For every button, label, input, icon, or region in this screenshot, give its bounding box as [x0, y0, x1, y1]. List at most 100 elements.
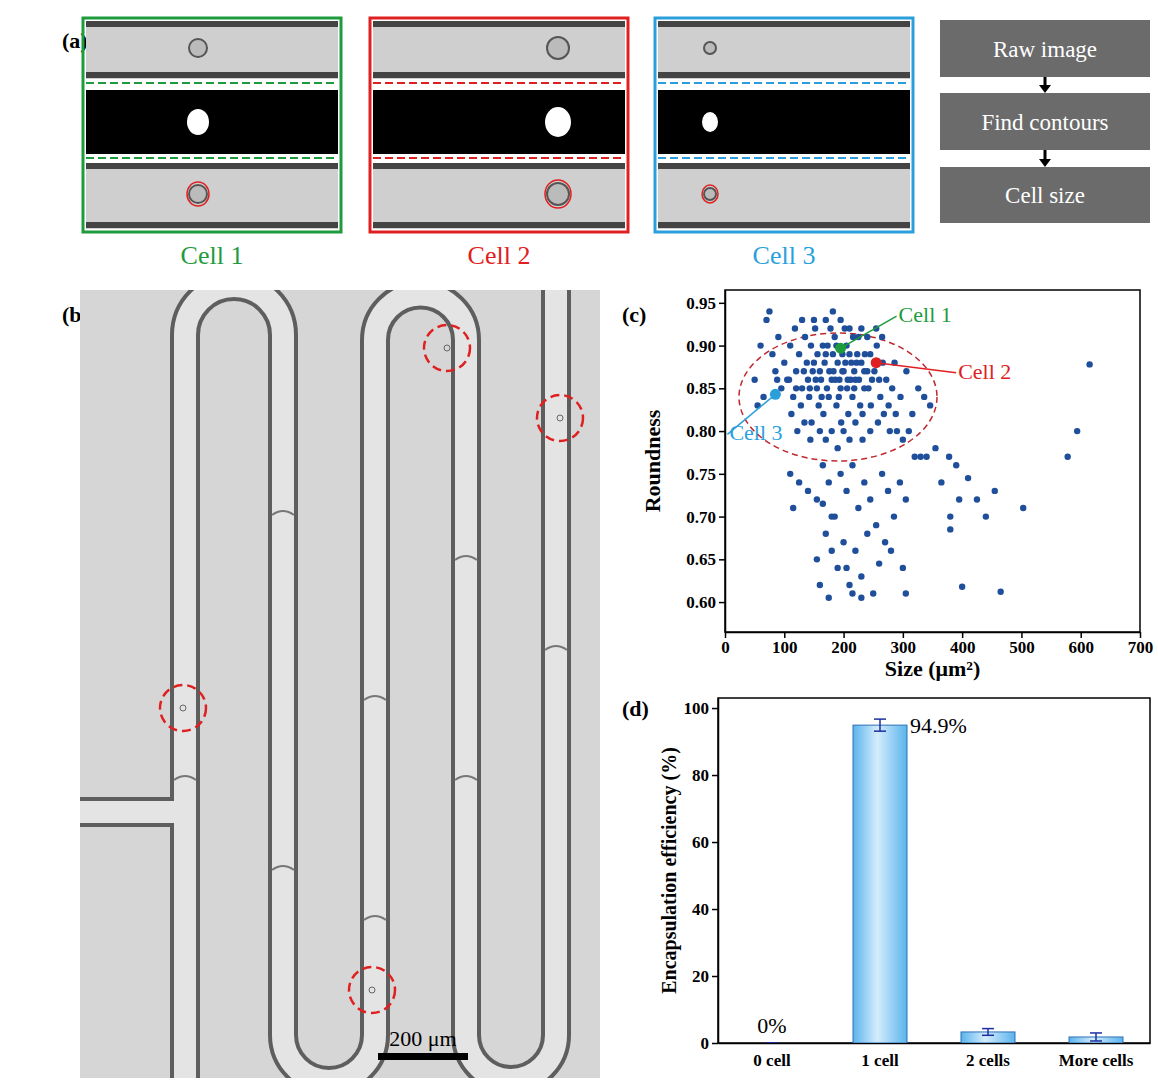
- y-axis-tick: 0.80: [686, 422, 725, 441]
- y-axis-tick: 0.85: [686, 379, 725, 398]
- bar: [745, 1043, 799, 1044]
- channel-wall: [658, 21, 910, 27]
- channel-wall: [373, 222, 625, 228]
- y-axis-tick-label: 0.95: [686, 294, 716, 313]
- scatter-point: [909, 411, 915, 417]
- annotation-label: Cell 1: [899, 302, 952, 327]
- annotation-leader: [876, 363, 956, 373]
- scatter-point: [830, 351, 836, 357]
- channel-wall: [373, 163, 625, 169]
- scatter-point: [818, 394, 824, 400]
- flow-box: [940, 93, 1150, 150]
- y-axis-tick: 100: [684, 699, 719, 718]
- scatter-point: [781, 359, 787, 365]
- cell-blob: [189, 185, 207, 203]
- droplet-interface: [364, 696, 386, 700]
- y-axis-tick-mark: [719, 388, 725, 390]
- y-axis-tick-label: 40: [692, 900, 709, 919]
- x-axis-tick: 400: [950, 632, 976, 657]
- scatter-point: [834, 359, 840, 365]
- channel-wall: [80, 797, 185, 827]
- channel-wall: [185, 290, 556, 1078]
- cell-contour: [702, 185, 718, 203]
- scatter-point: [801, 419, 807, 425]
- scatter-point: [826, 394, 832, 400]
- flow-arrowhead: [1039, 159, 1051, 167]
- annotations: Cell 1Cell 2Cell 3: [727, 302, 1011, 445]
- scatter-point: [801, 368, 807, 374]
- scatter-point: [889, 385, 895, 391]
- x-axis-tick: 200: [831, 632, 857, 657]
- scatter-point: [873, 522, 879, 528]
- scatter-point: [844, 385, 850, 391]
- y-axis-tick-mark: [719, 431, 725, 433]
- x-axis-tick-label: 500: [1009, 638, 1035, 657]
- cell-blob: [189, 39, 207, 57]
- y-axis-tick-mark: [712, 842, 718, 844]
- scatter-point: [997, 589, 1003, 595]
- scatter-point: [861, 479, 867, 485]
- cell-label: Cell 2: [468, 241, 531, 270]
- scatter-point: [814, 351, 820, 357]
- scatter-point: [827, 325, 833, 331]
- micrograph-background: [80, 290, 600, 1078]
- data-labels: 0%94.9%: [757, 713, 966, 1038]
- scatter-point: [938, 479, 944, 485]
- data-label: 0%: [757, 1013, 786, 1038]
- channel-wall: [86, 21, 338, 27]
- scatter-point: [821, 359, 827, 365]
- scatter-point: [846, 582, 852, 588]
- scatter-point: [848, 359, 854, 365]
- dashed-separator: [658, 82, 910, 84]
- scatter-point: [983, 513, 989, 519]
- cell-image-panel: Cell 2: [370, 18, 628, 270]
- scatter-point: [772, 368, 778, 374]
- scatter-point: [794, 428, 800, 434]
- scatter-point: [871, 368, 877, 374]
- y-axis-tick: 0.75: [686, 465, 725, 484]
- x-axis-tick-label: 300: [891, 638, 917, 657]
- y-axis: 020406080100: [684, 699, 719, 1053]
- error-bar-stem: [879, 719, 881, 731]
- scatter-point: [858, 595, 864, 601]
- scatter-point: [917, 454, 923, 460]
- scatter-point: [891, 513, 897, 519]
- scatter-point: [815, 402, 821, 408]
- scatter-point: [774, 377, 780, 383]
- micrograph: [80, 290, 600, 1078]
- cell-label: Cell 3: [753, 241, 816, 270]
- x-axis-tick-label: 400: [950, 638, 976, 657]
- scatter-point: [820, 411, 826, 417]
- y-axis-tick: 0.90: [686, 337, 725, 356]
- panel-label: (c): [622, 302, 646, 327]
- error-bar-stem: [1095, 1033, 1097, 1041]
- annotation-label: Cell 3: [729, 420, 782, 445]
- flow-step: Cell size: [940, 167, 1150, 223]
- scatter-point: [837, 317, 843, 323]
- scatter-point: [786, 377, 792, 383]
- scatter-point: [820, 462, 826, 468]
- scatter-point: [849, 394, 855, 400]
- cell-frame: [370, 18, 628, 232]
- channel-lumen: [185, 290, 556, 1078]
- cell-label: Cell 1: [181, 241, 244, 270]
- flow-step: Find contours: [940, 93, 1150, 150]
- scatter-point: [845, 377, 851, 383]
- scatter-point: [876, 560, 882, 566]
- scatter-point: [881, 411, 887, 417]
- x-axis-tick-label: 100: [772, 638, 798, 657]
- flow-step: Raw image: [940, 20, 1150, 77]
- scatter-point: [838, 419, 844, 425]
- figure: (a)(b)(c)(d)Cell 1Cell 2Cell 3Raw imageF…: [0, 0, 1158, 1080]
- scatter-point: [851, 385, 857, 391]
- scatter-point: [799, 317, 805, 323]
- scatter-point: [845, 411, 851, 417]
- scatter-point: [870, 590, 876, 596]
- channel-lumen: [80, 801, 185, 823]
- scatter-point: [852, 419, 858, 425]
- binary-blob: [187, 109, 209, 135]
- flow-box: [940, 167, 1150, 223]
- y-axis-tick: 40: [692, 900, 718, 919]
- cell-contour: [187, 182, 209, 206]
- y-axis-tick-label: 60: [692, 833, 709, 852]
